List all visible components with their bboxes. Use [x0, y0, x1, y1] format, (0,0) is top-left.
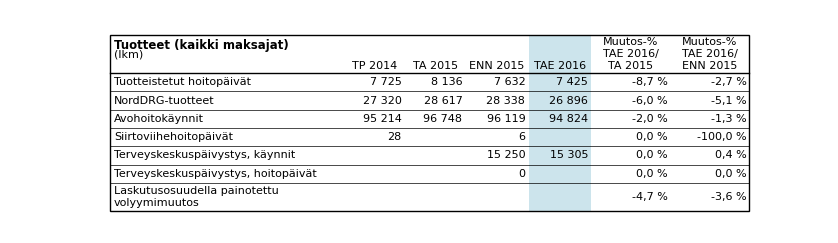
Text: 27 320: 27 320	[363, 95, 401, 105]
Text: 0,0 %: 0,0 %	[636, 132, 668, 142]
Text: -5,1 %: -5,1 %	[711, 95, 747, 105]
Text: Muutos-%
TAE 2016/
TA 2015: Muutos-% TAE 2016/ TA 2015	[603, 36, 659, 71]
Text: 7 632: 7 632	[494, 77, 525, 87]
Text: 15 250: 15 250	[487, 150, 525, 160]
Text: 0,4 %: 0,4 %	[715, 150, 747, 160]
Text: 26 896: 26 896	[549, 95, 588, 105]
Text: 0,0 %: 0,0 %	[636, 169, 668, 179]
Text: TA 2015: TA 2015	[412, 61, 458, 71]
Text: 6: 6	[518, 132, 525, 142]
Text: -4,7 %: -4,7 %	[632, 192, 668, 202]
Text: TP 2014: TP 2014	[352, 61, 397, 71]
Text: -6,0 %: -6,0 %	[632, 95, 668, 105]
Text: 0: 0	[518, 169, 525, 179]
Text: Avohoitokäynnit: Avohoitokäynnit	[114, 114, 204, 124]
Text: NordDRG-tuotteet: NordDRG-tuotteet	[114, 95, 215, 105]
Text: Siirtoviihehoitopäivät: Siirtoviihehoitopäivät	[114, 132, 233, 142]
Text: 0,0 %: 0,0 %	[715, 169, 747, 179]
Text: -100,0 %: -100,0 %	[696, 132, 747, 142]
Text: -2,7 %: -2,7 %	[711, 77, 747, 87]
Text: Terveyskeskuspäivystys, hoitopäivät: Terveyskeskuspäivystys, hoitopäivät	[114, 169, 317, 179]
Text: TAE 2016: TAE 2016	[534, 61, 586, 71]
Text: 28: 28	[387, 132, 401, 142]
Text: -2,0 %: -2,0 %	[632, 114, 668, 124]
Text: Muutos-%
TAE 2016/
ENN 2015: Muutos-% TAE 2016/ ENN 2015	[681, 36, 737, 71]
Text: 96 748: 96 748	[423, 114, 463, 124]
Text: -8,7 %: -8,7 %	[632, 77, 668, 87]
Text: 94 824: 94 824	[549, 114, 588, 124]
Text: (lkm): (lkm)	[114, 50, 143, 60]
Text: ENN 2015: ENN 2015	[469, 61, 525, 71]
Text: 28 617: 28 617	[423, 95, 463, 105]
Text: 96 119: 96 119	[487, 114, 525, 124]
Text: Tuotteistetut hoitopäivät: Tuotteistetut hoitopäivät	[114, 77, 251, 87]
Text: -3,6 %: -3,6 %	[711, 192, 747, 202]
Text: 28 338: 28 338	[486, 95, 525, 105]
Text: Tuotteet (kaikki maksajat): Tuotteet (kaikki maksajat)	[114, 39, 288, 52]
Text: -1,3 %: -1,3 %	[711, 114, 747, 124]
Text: 0,0 %: 0,0 %	[636, 150, 668, 160]
Text: 15 305: 15 305	[550, 150, 588, 160]
Bar	[529, 35, 592, 211]
Text: 8 136: 8 136	[431, 77, 463, 87]
Text: Laskutusosuudella painotettu
volyymimuutos: Laskutusosuudella painotettu volyymimuut…	[114, 186, 278, 208]
Text: 95 214: 95 214	[363, 114, 401, 124]
Text: 7 425: 7 425	[556, 77, 588, 87]
Text: 7 725: 7 725	[370, 77, 401, 87]
Text: Terveyskeskuspäivystys, käynnit: Terveyskeskuspäivystys, käynnit	[114, 150, 295, 160]
